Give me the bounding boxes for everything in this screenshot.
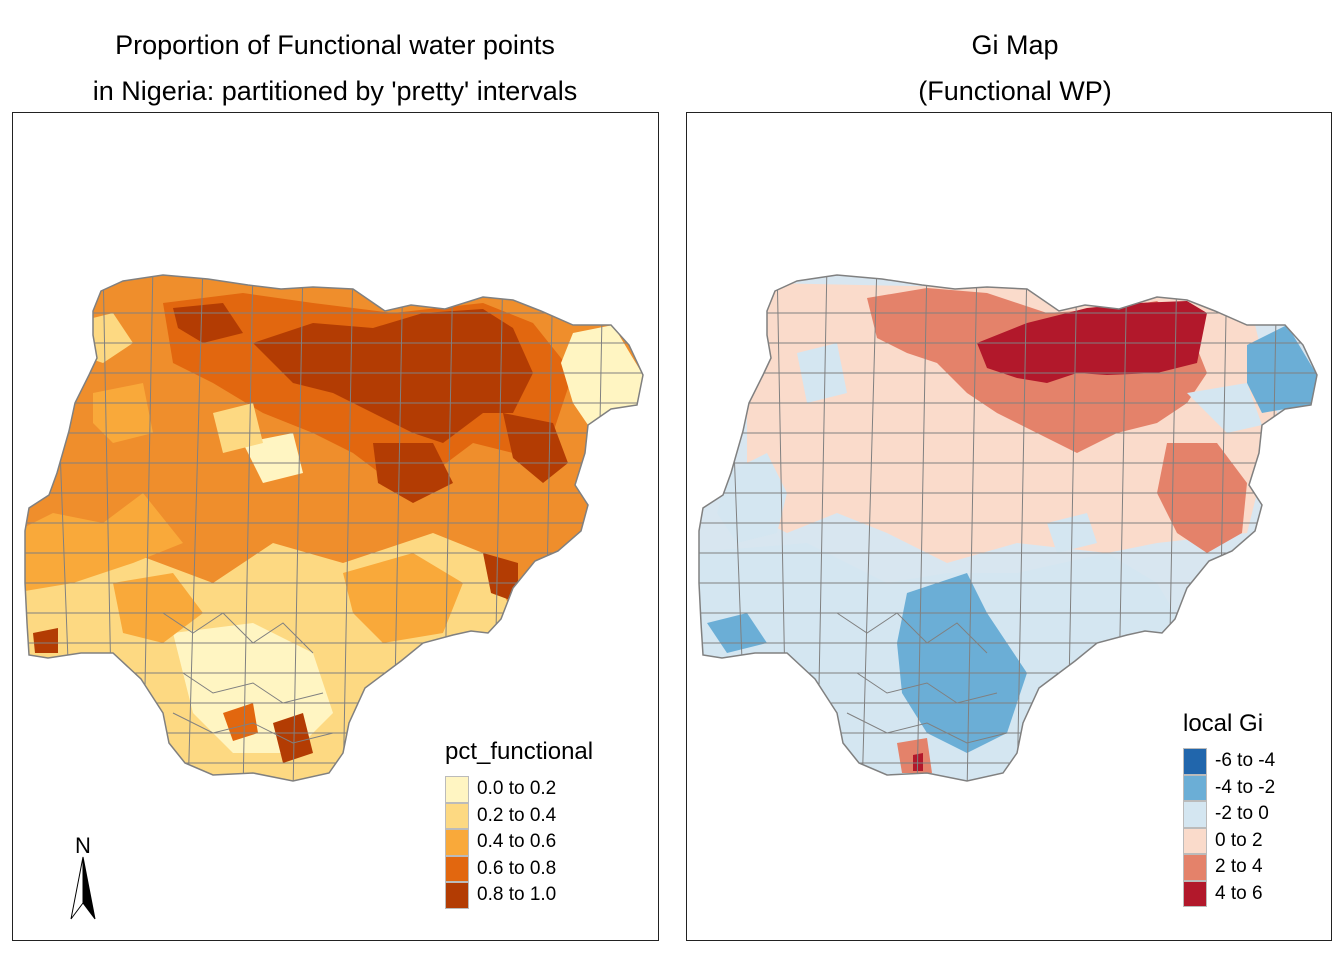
north-arrow: N bbox=[63, 833, 103, 923]
left-legend-swatch bbox=[445, 802, 469, 829]
region-bayelsa bbox=[223, 703, 258, 741]
region-taraba bbox=[483, 553, 518, 603]
left-legend-swatch bbox=[445, 882, 469, 909]
region-west bbox=[25, 493, 183, 593]
region-borno-south bbox=[503, 413, 568, 483]
right-legend-title: local Gi bbox=[1183, 710, 1264, 737]
left-legend-item: 0.4 to 0.6 bbox=[445, 829, 593, 856]
right-legend-item: 0 to 2 bbox=[1183, 827, 1275, 854]
left-map-title: Proportion of Functional water points in… bbox=[12, 22, 658, 114]
right-legend-item: -4 to -2 bbox=[1183, 774, 1276, 801]
left-legend-swatch bbox=[445, 829, 469, 856]
left-lga-boundaries bbox=[25, 275, 643, 781]
left-legend-label: 0.2 to 0.4 bbox=[477, 804, 557, 826]
right-legend-swatch bbox=[1183, 827, 1207, 854]
left-legend-label: 0.6 to 0.8 bbox=[477, 857, 557, 879]
region-gi-west bbox=[717, 453, 787, 543]
right-legend-label: -2 to 0 bbox=[1215, 803, 1269, 825]
region-gi-4-6-core bbox=[977, 301, 1207, 383]
right-legend-swatch bbox=[1183, 801, 1207, 828]
left-choropleth bbox=[25, 275, 643, 781]
north-arrow-icon bbox=[70, 856, 96, 920]
region-gi-southeast-blue bbox=[897, 573, 1027, 753]
left-map-svg bbox=[24, 274, 644, 782]
right-legend-swatch bbox=[1183, 880, 1207, 907]
left-legend-item: 0.2 to 0.4 bbox=[445, 802, 593, 829]
region-gi-ne-blue bbox=[1247, 325, 1317, 413]
region-lagos-dark bbox=[33, 628, 58, 653]
right-title-line2: (Functional WP) bbox=[918, 76, 1112, 106]
region-bauchi bbox=[373, 443, 453, 503]
left-title-line1: Proportion of Functional water points bbox=[115, 30, 555, 60]
right-legend-label: -4 to -2 bbox=[1215, 776, 1276, 798]
left-title-line2: in Nigeria: partitioned by 'pretty' inte… bbox=[92, 76, 578, 106]
region-benue bbox=[343, 553, 463, 643]
right-map-panel: local Gi -6 to -4 -4 to -2 -2 to 0 0 to 2 2 … bbox=[686, 112, 1332, 941]
right-legend-item: 2 to 4 bbox=[1183, 854, 1275, 881]
right-legend-label: 2 to 4 bbox=[1215, 856, 1263, 878]
right-lga-boundaries bbox=[699, 275, 1317, 781]
north-arrow-label: N bbox=[75, 833, 91, 858]
right-legend-item: 4 to 6 bbox=[1183, 880, 1275, 907]
right-legend-items: -6 to -4 -4 to -2 -2 to 0 0 to 2 2 to 4 4 to … bbox=[1183, 748, 1275, 907]
left-legend-items: 0.0 to 0.2 0.2 to 0.4 0.4 to 0.6 0.6 to 0.8… bbox=[445, 776, 593, 909]
left-legend-swatch bbox=[445, 776, 469, 803]
left-legend-label: 0.4 to 0.6 bbox=[477, 831, 557, 853]
left-legend-swatch bbox=[445, 855, 469, 882]
right-map-svg bbox=[698, 274, 1318, 782]
right-legend-label: 4 to 6 bbox=[1215, 882, 1263, 904]
right-legend-swatch bbox=[1183, 748, 1207, 775]
left-legend: pct_functional 0.0 to 0.2 0.2 to 0.4 0.4 t… bbox=[445, 738, 593, 909]
right-title-line1: Gi Map bbox=[971, 30, 1059, 60]
region-kebbi bbox=[93, 383, 153, 443]
right-legend-label: 0 to 2 bbox=[1215, 829, 1263, 851]
right-legend-item: -6 to -4 bbox=[1183, 748, 1275, 775]
region-borno-ne bbox=[561, 325, 643, 425]
right-legend-label: -6 to -4 bbox=[1215, 750, 1276, 772]
region-gi-2-4-east bbox=[1157, 443, 1247, 553]
region-kaduna-pale bbox=[243, 433, 303, 483]
left-map-panel: pct_functional 0.0 to 0.2 0.2 to 0.4 0.4 t… bbox=[12, 112, 659, 941]
left-legend-label: 0.0 to 0.2 bbox=[477, 778, 557, 800]
left-legend-item: 0.6 to 0.8 bbox=[445, 855, 593, 882]
right-legend-item: -2 to 0 bbox=[1183, 801, 1275, 828]
right-map-title: Gi Map (Functional WP) bbox=[686, 22, 1344, 114]
left-legend-item: 0.0 to 0.2 bbox=[445, 776, 593, 803]
right-legend-swatch bbox=[1183, 774, 1207, 801]
right-legend-swatch bbox=[1183, 854, 1207, 881]
region-lagos-ogun bbox=[113, 573, 203, 643]
left-legend-title: pct_functional bbox=[445, 738, 594, 765]
region-rivers-dark bbox=[273, 713, 313, 763]
left-legend-label: 0.8 to 1.0 bbox=[477, 884, 557, 906]
left-legend-item: 0.8 to 1.0 bbox=[445, 882, 593, 909]
right-legend: local Gi -6 to -4 -4 to -2 -2 to 0 0 to 2 2 … bbox=[1183, 710, 1275, 907]
